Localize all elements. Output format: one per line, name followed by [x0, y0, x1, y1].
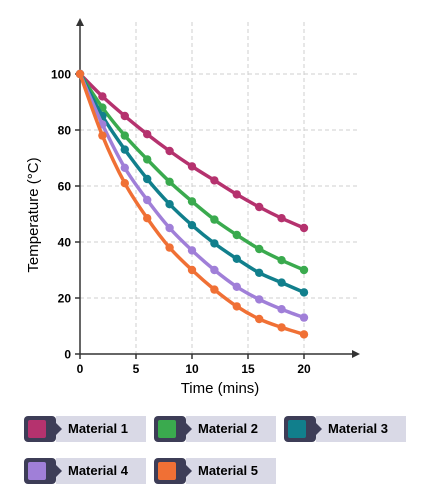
data-point — [299, 313, 309, 322]
y-axis-label: Temperature (°C) — [25, 157, 42, 272]
legend-swatch — [24, 416, 62, 442]
data-point — [232, 190, 241, 199]
legend-item-material-1: Material 1 — [24, 416, 146, 442]
data-point — [277, 278, 286, 287]
data-point — [255, 268, 264, 277]
data-point — [187, 246, 197, 255]
data-point — [75, 69, 85, 79]
x-tick-label: 20 — [297, 362, 311, 376]
data-point — [187, 221, 197, 230]
legend-swatch — [24, 458, 62, 484]
y-tick-label: 60 — [58, 180, 72, 194]
data-point — [232, 282, 241, 291]
legend-arrow — [184, 421, 192, 437]
legend-swatch — [154, 416, 192, 442]
data-point — [299, 265, 309, 275]
data-point — [143, 174, 152, 184]
data-point — [120, 131, 129, 140]
y-tick-label: 80 — [58, 124, 72, 138]
legend-color — [158, 462, 176, 480]
data-point — [165, 200, 174, 209]
series-material-1 — [75, 69, 309, 233]
data-point — [299, 288, 309, 297]
legend-label: Material 4 — [56, 458, 146, 484]
data-point — [120, 145, 129, 154]
data-point — [255, 314, 264, 324]
data-point — [120, 179, 129, 188]
legend-item-material-2: Material 2 — [154, 416, 276, 442]
legend-color — [288, 420, 306, 438]
grid-lines — [80, 22, 360, 354]
data-point — [299, 330, 309, 339]
x-tick-label: 0 — [77, 362, 84, 376]
data-point — [255, 202, 264, 212]
data-point — [255, 295, 264, 304]
data-point — [98, 92, 107, 101]
y-tick-label: 20 — [58, 292, 72, 306]
x-tick-label: 5 — [133, 362, 140, 376]
legend-color — [28, 420, 46, 438]
series-material-5 — [75, 69, 309, 339]
legend-label: Material 5 — [186, 458, 276, 484]
data-point — [277, 305, 286, 314]
legend-swatch — [154, 458, 192, 484]
series-group — [75, 69, 309, 339]
legend-color — [28, 462, 46, 480]
x-tick-label: 10 — [185, 362, 199, 376]
data-point — [143, 155, 152, 164]
legend-arrow — [54, 463, 62, 479]
tick-labels: 0 20 40 60 80 100 0 5 10 15 20 — [51, 68, 311, 377]
axes — [75, 18, 360, 359]
temperature-chart: 0 20 40 60 80 100 0 5 10 15 20 Time (mins) Tempera… — [25, 18, 360, 397]
data-point — [277, 323, 286, 332]
data-point — [165, 223, 174, 233]
data-point — [165, 243, 174, 252]
legend-item-material-4: Material 4 — [24, 458, 146, 484]
data-point — [277, 214, 286, 223]
data-point — [187, 197, 197, 206]
y-tick-label: 0 — [64, 348, 71, 362]
data-point — [165, 177, 174, 186]
legend-label: Material 1 — [56, 416, 146, 442]
legend-arrow — [54, 421, 62, 437]
data-point — [143, 130, 152, 139]
legend-arrow — [184, 463, 192, 479]
data-point — [120, 111, 129, 121]
data-point — [299, 223, 309, 233]
legend-label: Material 2 — [186, 416, 276, 442]
legend-item-material-5: Material 5 — [154, 458, 276, 484]
legend-swatch — [284, 416, 322, 442]
data-point — [210, 239, 219, 248]
data-point — [232, 302, 241, 311]
data-point — [143, 214, 152, 223]
x-axis-label: Time (mins) — [181, 380, 260, 397]
legend-arrow — [314, 421, 322, 437]
data-point — [187, 265, 197, 275]
legend-color — [158, 420, 176, 438]
data-point — [277, 256, 286, 265]
data-point — [210, 215, 219, 224]
y-axis-arrow — [76, 18, 84, 26]
data-point — [255, 244, 264, 254]
data-point — [120, 163, 129, 172]
data-point — [210, 176, 219, 185]
data-point — [232, 254, 241, 263]
legend-item-material-3: Material 3 — [284, 416, 406, 442]
data-point — [143, 195, 152, 205]
x-tick-label: 15 — [241, 362, 255, 376]
data-point — [165, 146, 174, 156]
data-point — [98, 131, 107, 140]
legend-label: Material 3 — [316, 416, 406, 442]
data-point — [210, 265, 219, 275]
x-axis-arrow — [352, 350, 360, 358]
y-tick-label: 100 — [51, 68, 71, 82]
y-tick-label: 40 — [58, 236, 72, 250]
data-point — [210, 285, 219, 294]
data-point — [232, 230, 241, 240]
data-point — [187, 162, 197, 171]
